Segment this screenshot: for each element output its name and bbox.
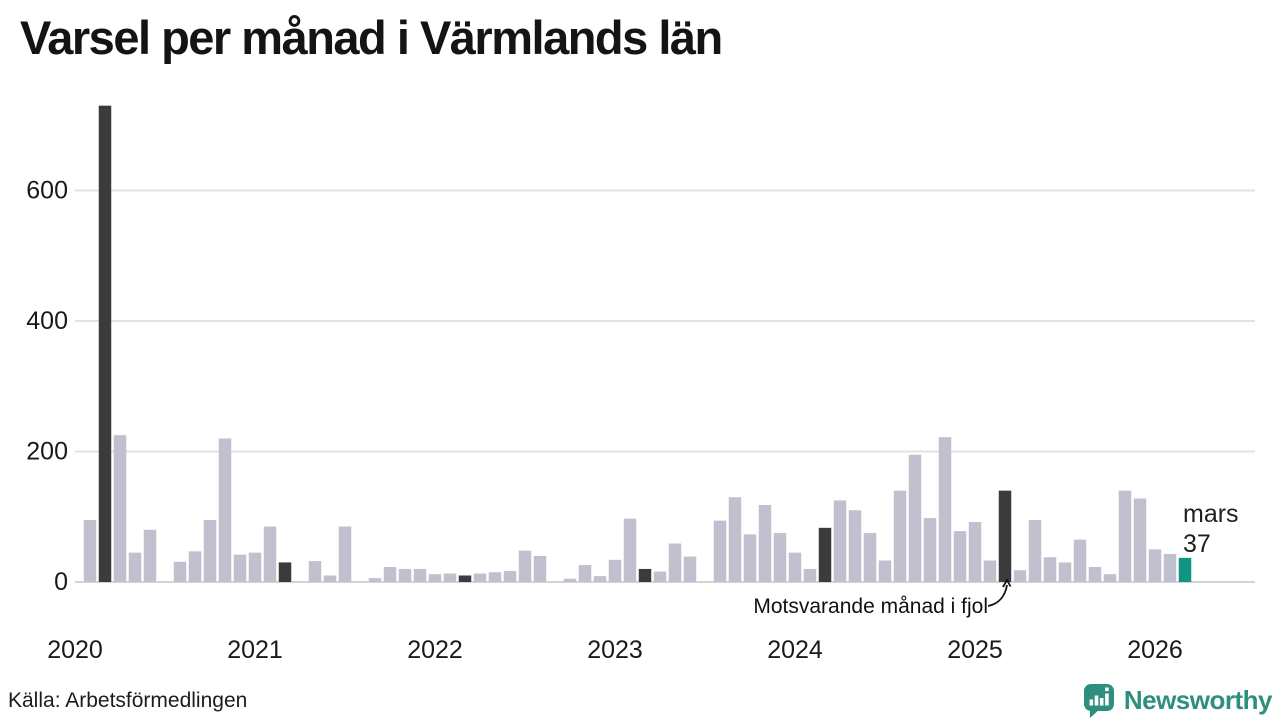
bar-2025-10 bbox=[1103, 574, 1117, 582]
y-tick-label-0: 0 bbox=[54, 568, 68, 596]
bar-2024-03 bbox=[818, 527, 832, 582]
y-tick-label-400: 400 bbox=[26, 307, 68, 335]
bar-2025-03 bbox=[998, 490, 1012, 582]
bar-2020-04 bbox=[113, 435, 127, 582]
bar-2025-05 bbox=[1028, 520, 1042, 582]
bar-2020-12 bbox=[233, 554, 247, 582]
bar-2023-10 bbox=[743, 534, 757, 582]
bar-2024-10 bbox=[923, 518, 937, 582]
bar-2023-01 bbox=[608, 559, 622, 582]
bar-2020-11 bbox=[218, 438, 232, 582]
bar-2023-08 bbox=[713, 520, 727, 582]
bar-2023-09 bbox=[728, 497, 742, 582]
latest-value-text: 37 bbox=[1183, 529, 1211, 558]
bar-2025-09 bbox=[1088, 566, 1102, 582]
y-tick-label-200: 200 bbox=[26, 438, 68, 466]
bar-2022-06 bbox=[503, 570, 517, 582]
bar-2026-02 bbox=[1163, 553, 1177, 582]
bar-2024-09 bbox=[908, 454, 922, 582]
bar-2020-06 bbox=[143, 529, 157, 582]
x-tick-label-2020: 2020 bbox=[47, 636, 103, 664]
bar-2025-04 bbox=[1013, 570, 1027, 582]
bar-2025-07 bbox=[1058, 562, 1072, 582]
bar-chart-speech-bubble-icon bbox=[1083, 684, 1114, 718]
bar-2024-11 bbox=[938, 437, 952, 582]
bar-2022-02 bbox=[443, 573, 457, 582]
bar-2023-04 bbox=[653, 571, 667, 582]
annotation-arrow-icon bbox=[987, 578, 1012, 607]
bar-2024-05 bbox=[848, 510, 862, 582]
bar-2024-12 bbox=[953, 531, 967, 582]
bar-2022-03 bbox=[458, 575, 472, 582]
bar-2025-01 bbox=[968, 521, 982, 582]
bar-2020-08 bbox=[173, 561, 187, 582]
brand-footer: Newsworthy bbox=[1082, 682, 1273, 719]
page-title: Varsel per månad i Värmlands län bbox=[20, 11, 723, 64]
bar-2025-02 bbox=[983, 560, 997, 582]
bar-2022-01 bbox=[428, 574, 442, 582]
brand-name: Newsworthy bbox=[1123, 685, 1273, 715]
bar-2023-03 bbox=[638, 568, 652, 582]
bar-2020-03 bbox=[98, 105, 112, 583]
bar-2021-01 bbox=[248, 552, 262, 582]
x-tick-label-2026: 2026 bbox=[1127, 636, 1183, 664]
bar-2020-02 bbox=[83, 520, 97, 582]
bar-2021-07 bbox=[338, 526, 352, 582]
bar-2022-07 bbox=[518, 550, 532, 582]
bar-2020-09 bbox=[188, 551, 202, 582]
bar-2021-05 bbox=[308, 561, 322, 582]
bar-2026-01 bbox=[1148, 549, 1162, 582]
bar-2022-04 bbox=[473, 573, 487, 582]
bar-2025-11 bbox=[1118, 490, 1132, 582]
bar-2022-11 bbox=[578, 565, 592, 582]
x-tick-label-2022: 2022 bbox=[407, 636, 463, 664]
bar-2024-01 bbox=[788, 552, 802, 582]
x-tick-label-2023: 2023 bbox=[587, 636, 643, 664]
bar-2021-12 bbox=[413, 568, 427, 582]
bar-2021-11 bbox=[398, 568, 412, 582]
bar-2022-05 bbox=[488, 572, 502, 582]
bar-2025-08 bbox=[1073, 539, 1087, 582]
bar-2021-06 bbox=[323, 575, 337, 582]
bar-2025-12 bbox=[1133, 498, 1147, 582]
latest-value-label: mars 37 bbox=[1183, 500, 1239, 559]
bar-2026-03 bbox=[1178, 557, 1192, 582]
bar-2023-11 bbox=[758, 505, 772, 582]
bar-2021-10 bbox=[383, 566, 397, 582]
bar-2024-04 bbox=[833, 500, 847, 582]
bar-2023-05 bbox=[668, 543, 682, 582]
annotation-label: Motsvarande månad i fjol bbox=[753, 595, 988, 618]
bar-2022-10 bbox=[563, 578, 577, 582]
x-tick-label-2024: 2024 bbox=[767, 636, 823, 664]
bar-2024-02 bbox=[803, 568, 817, 582]
bar-2023-02 bbox=[623, 518, 637, 582]
bar-2021-03 bbox=[278, 562, 292, 582]
bar-2024-08 bbox=[893, 490, 907, 582]
bar-2021-02 bbox=[263, 526, 277, 582]
x-tick-label-2021: 2021 bbox=[227, 636, 283, 664]
bar-2024-07 bbox=[878, 560, 892, 582]
latest-month-text: mars bbox=[1183, 500, 1239, 528]
bar-2021-09 bbox=[368, 578, 382, 582]
bar-2022-12 bbox=[593, 576, 607, 582]
bar-2025-06 bbox=[1043, 557, 1057, 582]
bar-2024-06 bbox=[863, 533, 877, 582]
bar-2020-10 bbox=[203, 520, 217, 582]
bar-2020-05 bbox=[128, 552, 142, 582]
bar-2023-06 bbox=[683, 556, 697, 582]
x-tick-label-2025: 2025 bbox=[947, 636, 1003, 664]
y-tick-label-600: 600 bbox=[26, 177, 68, 205]
bar-2022-08 bbox=[533, 555, 547, 582]
source-credit: Källa: Arbetsförmedlingen bbox=[8, 689, 248, 712]
bar-2023-12 bbox=[773, 533, 787, 582]
